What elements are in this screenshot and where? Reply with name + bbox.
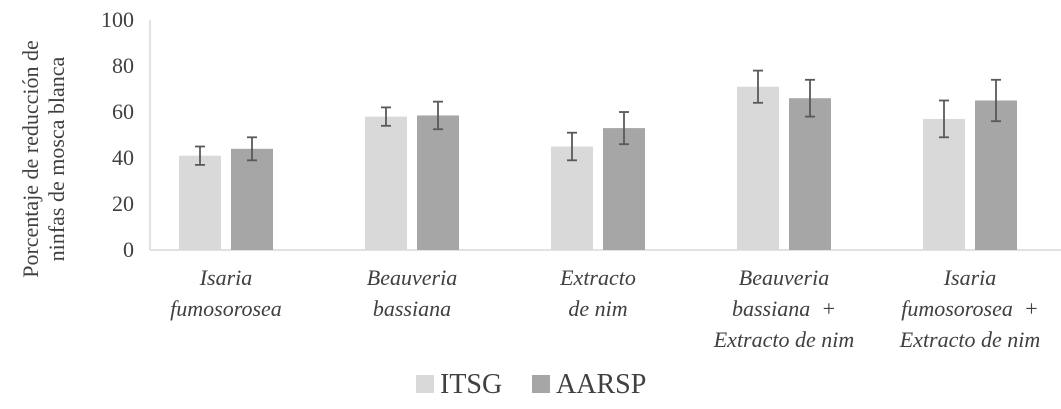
error-bar-aarsp-1	[433, 100, 443, 131]
error-bar-itsg-4	[939, 99, 949, 139]
error-bar-aarsp-2	[619, 111, 629, 146]
legend-label-aarsp: AARSP	[556, 369, 646, 400]
x-category-label-0-line-0: Isaria	[199, 265, 253, 290]
legend: ITSG AARSP	[416, 369, 646, 400]
error-bars-group	[195, 69, 1001, 166]
x-category-label-3-line-0: Beauveria	[739, 265, 829, 290]
error-bar-aarsp-0	[247, 136, 257, 162]
bar-itsg-0	[179, 155, 221, 250]
bar-itsg-4	[923, 118, 965, 251]
legend-swatch-aarsp	[532, 375, 550, 393]
y-axis-label: Porcentaje de reducción de ninfas de mos…	[18, 40, 69, 278]
error-bar-itsg-0	[195, 145, 205, 166]
bars-group	[179, 86, 1017, 251]
error-bar-itsg-3	[753, 69, 763, 104]
y-tick-label: 80	[112, 53, 134, 78]
y-axis-label-line-1: Porcentaje de reducción de	[18, 40, 43, 278]
bar-itsg-2	[551, 146, 593, 250]
x-category-label-4-line-0: Isaria	[943, 265, 997, 290]
error-bar-itsg-2	[567, 131, 577, 162]
bar-itsg-3	[737, 86, 779, 250]
y-axis-ticks: 0 20 40 60 80 100	[101, 7, 134, 262]
bar-aarsp-1	[417, 115, 459, 250]
y-tick-label: 100	[101, 7, 134, 32]
bar-aarsp-4	[975, 100, 1017, 250]
error-bar-itsg-1	[381, 106, 391, 127]
x-category-label-4-line-2: Extracto de nim	[899, 327, 1041, 352]
x-category-label-1-line-0: Beauveria	[367, 265, 457, 290]
y-tick-label: 0	[123, 237, 134, 262]
bar-aarsp-2	[603, 128, 645, 250]
y-tick-label: 40	[112, 145, 134, 170]
x-category-label-2-line-1: de nim	[568, 296, 627, 321]
x-axis-tick-labels: Isaria fumosorosea Beauveria bassiana Extrac…	[170, 265, 1040, 352]
x-category-label-0-line-1: fumosorosea	[170, 296, 282, 321]
bar-aarsp-0	[231, 148, 273, 250]
error-bar-aarsp-4	[991, 78, 1001, 123]
bar-itsg-1	[365, 116, 407, 250]
error-bar-aarsp-3	[805, 78, 815, 118]
legend-swatch-itsg	[416, 375, 434, 393]
y-tick-label: 60	[112, 99, 134, 124]
x-category-label-2-line-0: Extracto	[559, 265, 636, 290]
x-category-label-4-line-1: fumosorosea +	[901, 296, 1038, 321]
x-category-label-3-line-2: Extracto de nim	[713, 327, 855, 352]
x-category-label-1-line-1: bassiana	[373, 296, 451, 321]
x-category-label-3-line-1: bassiana +	[732, 296, 836, 321]
y-axis-label-line-2: ninfas de mosca blanca	[44, 56, 69, 261]
bar-aarsp-3	[789, 98, 831, 250]
legend-label-itsg: ITSG	[440, 369, 502, 400]
y-tick-label: 20	[112, 191, 134, 216]
